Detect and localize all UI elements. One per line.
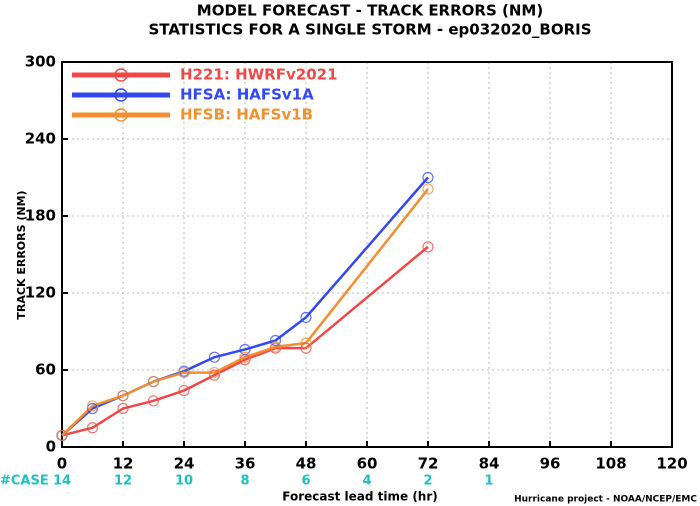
data-point (422, 183, 434, 195)
x-tick-label: 84 (479, 455, 500, 473)
data-point (86, 402, 99, 415)
x-tick-label: 60 (357, 455, 378, 473)
y-axis-label: TRACK ERRORS (NM) (15, 190, 28, 319)
x-tick-label: 48 (296, 455, 317, 473)
data-point (117, 402, 129, 415)
x-tick-label: 36 (235, 455, 256, 473)
data-point (178, 384, 190, 397)
legend-marker (114, 68, 128, 82)
y-tick-label: 120 (25, 284, 56, 302)
case-count: 2 (423, 474, 432, 489)
data-point (86, 422, 99, 434)
case-count: 12 (114, 474, 132, 489)
case-label: #CASE (0, 474, 49, 489)
case-count: 8 (240, 474, 249, 489)
x-tick-label: 24 (174, 455, 195, 473)
data-point (178, 366, 190, 379)
data-point (86, 400, 99, 412)
x-tick-label: 72 (418, 455, 439, 473)
legend-label: HFSB: HAFSv1B (180, 106, 313, 124)
data-point (147, 375, 160, 388)
footer: Hurricane project - NOAA/NCEP/EMC (514, 495, 697, 505)
data-point (422, 171, 434, 184)
data-point (208, 369, 221, 381)
series-line (61, 188, 429, 437)
data-point (300, 337, 312, 349)
data-point (147, 395, 160, 407)
data-point (300, 342, 312, 354)
data-point (239, 351, 251, 363)
case-count: 4 (362, 474, 371, 489)
data-point (300, 311, 312, 323)
series-line (61, 245, 429, 437)
legend-label: H221: HWRFv2021 (180, 66, 338, 84)
y-tick-label: 240 (25, 130, 56, 148)
case-count: 6 (301, 474, 310, 489)
data-point (269, 334, 282, 347)
x-axis-label: Forecast lead time (hr) (282, 490, 438, 504)
y-tick-label: 300 (25, 53, 56, 71)
y-tick-label: 0 (46, 438, 56, 456)
case-count: 10 (175, 474, 193, 489)
x-tick-label: 96 (540, 455, 561, 473)
case-count: 1 (484, 474, 493, 489)
chart-subtitle: STATISTICS FOR A SINGLE STORM - ep032020… (148, 21, 591, 39)
data-point (117, 390, 129, 402)
data-point (239, 343, 251, 356)
case-count: 14 (53, 474, 71, 489)
x-tick-label: 120 (656, 455, 687, 473)
data-point (208, 351, 221, 363)
x-tick-label: 0 (57, 455, 67, 473)
legend-label: HFSA: HAFSv1A (180, 86, 314, 104)
legend-marker (114, 88, 128, 102)
chart-title: MODEL FORECAST - TRACK ERRORS (NM) (197, 2, 543, 20)
data-point (56, 429, 68, 442)
y-tick-label: 60 (35, 361, 56, 379)
plot-frame (61, 61, 673, 448)
data-point (269, 341, 282, 353)
data-point (422, 241, 434, 253)
data-point (208, 366, 221, 379)
x-tick-label: 108 (595, 455, 626, 473)
y-tick-label: 180 (25, 207, 56, 225)
x-tick-label: 12 (113, 455, 134, 473)
legend-marker (114, 108, 128, 122)
